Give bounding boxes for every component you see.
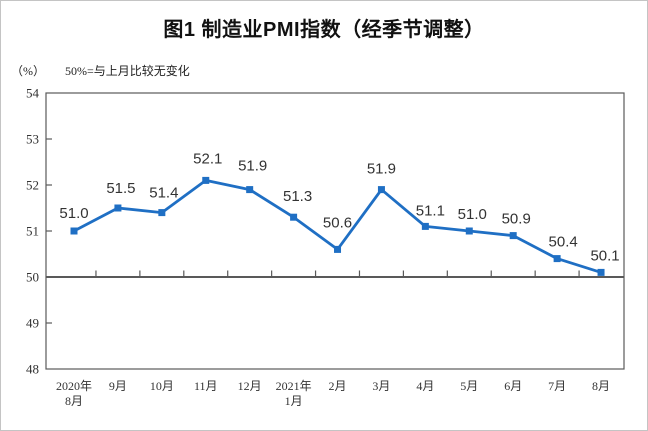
data-point-marker (509, 232, 517, 240)
y-tick-label: 53 (26, 132, 39, 147)
data-point-label: 50.6 (323, 214, 352, 231)
data-point-marker (553, 255, 561, 263)
data-point-label: 50.9 (502, 211, 531, 228)
data-point-label: 51.4 (149, 185, 178, 202)
x-tick-label: 11月 (194, 379, 218, 393)
data-point-label: 50.4 (549, 234, 578, 251)
y-axis-unit-label: （%） (11, 64, 45, 78)
x-tick-label: 6月 (504, 379, 522, 393)
data-point-marker (421, 222, 429, 230)
data-point-label: 51.5 (106, 180, 135, 197)
data-point-label: 51.1 (416, 202, 445, 219)
data-point-marker (377, 186, 385, 194)
x-tick-label: 2021年 1月 (276, 379, 312, 408)
data-point-marker (290, 213, 298, 221)
x-tick-label: 7月 (548, 379, 566, 393)
data-point-label: 51.0 (59, 205, 88, 222)
x-tick-label: 8月 (592, 379, 610, 393)
x-tick-label: 2月 (329, 379, 347, 393)
data-point-marker (334, 245, 342, 253)
x-tick-label: 4月 (416, 379, 434, 393)
y-tick-label: 49 (26, 316, 39, 331)
data-point-marker (158, 209, 166, 217)
data-point-marker (114, 204, 122, 212)
y-tick-label: 50 (26, 270, 39, 285)
data-point-label: 52.1 (193, 150, 222, 167)
y-tick-label: 54 (26, 86, 40, 101)
data-point-label: 51.0 (458, 206, 487, 223)
x-tick-label: 12月 (238, 379, 262, 393)
x-tick-label: 3月 (372, 379, 390, 393)
x-tick-label: 5月 (460, 379, 478, 393)
data-point-marker (70, 227, 78, 235)
y-tick-label: 48 (26, 362, 39, 377)
x-tick-label: 2020年 8月 (56, 379, 92, 408)
x-tick-label: 9月 (109, 379, 127, 393)
data-point-marker (597, 268, 605, 276)
data-point-marker (246, 186, 254, 194)
y-tick-label: 52 (26, 178, 39, 193)
chart-title: 图1 制造业PMI指数（经季节调整） (163, 19, 485, 41)
data-point-marker (202, 176, 210, 184)
data-point-marker (465, 227, 473, 235)
data-point-label: 51.9 (367, 161, 396, 178)
y-tick-label: 51 (26, 224, 39, 239)
x-tick-label: 10月 (150, 379, 174, 393)
data-point-label: 51.9 (238, 158, 267, 175)
data-point-label: 50.1 (590, 247, 619, 264)
baseline-note-label: 50%=与上月比较无变化 (65, 64, 190, 78)
data-point-label: 51.3 (283, 188, 312, 205)
